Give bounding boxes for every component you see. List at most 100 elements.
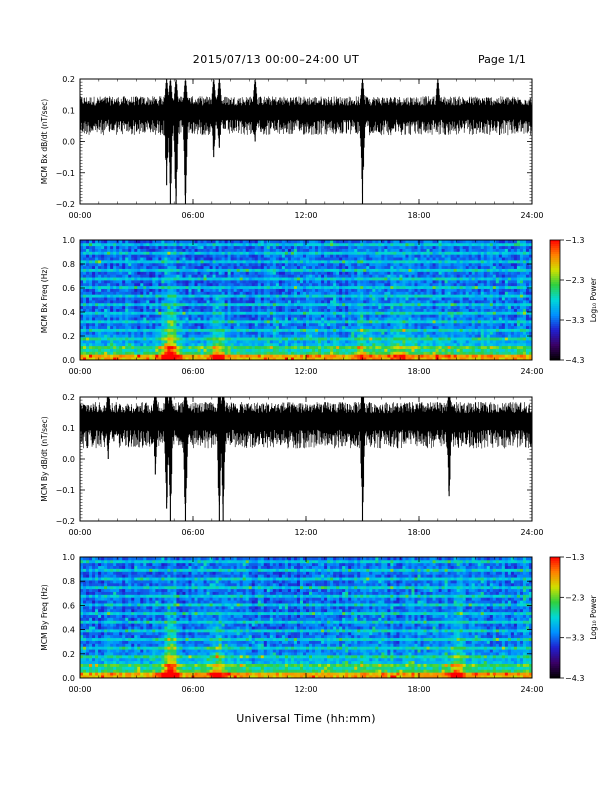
heatmap-cell <box>176 317 180 321</box>
heatmap-cell <box>293 297 298 301</box>
heatmap-cell <box>233 300 238 304</box>
heatmap-cell <box>420 265 424 269</box>
heatmap-cell <box>269 265 274 269</box>
heatmap-cell <box>242 271 247 275</box>
heatmap-cell <box>254 242 259 247</box>
heatmap-cell <box>218 280 223 284</box>
heatmap-cell <box>348 257 352 261</box>
heatmap-cell <box>384 320 388 324</box>
heatmap-cell <box>278 351 283 355</box>
heatmap-cell <box>357 311 361 315</box>
heatmap-cell <box>390 265 394 269</box>
heatmap-cell <box>263 328 268 332</box>
heatmap-cell <box>185 334 189 338</box>
heatmap-cell <box>113 291 117 295</box>
heatmap-cell <box>104 322 108 327</box>
heatmap-cell <box>296 331 301 335</box>
heatmap-cell <box>366 342 370 347</box>
heatmap-cell <box>366 340 370 344</box>
heatmap-cell <box>89 277 93 281</box>
heatmap-cell <box>411 288 415 292</box>
heatmap-cell <box>170 288 174 292</box>
heatmap-cell <box>206 334 210 338</box>
heatmap-cell <box>242 320 247 324</box>
heatmap-cell <box>155 351 159 355</box>
heatmap-cell <box>321 265 325 269</box>
heatmap-cell <box>203 311 207 315</box>
heatmap-cell <box>302 291 307 295</box>
heatmap-cell <box>170 260 174 264</box>
heatmap-cell <box>290 331 295 335</box>
heatmap-cell <box>236 280 241 284</box>
heatmap-cell <box>155 322 159 327</box>
heatmap-cell <box>375 288 379 292</box>
heatmap-cell <box>281 334 286 338</box>
heatmap-cell <box>95 265 99 269</box>
heatmap-cell <box>336 328 340 332</box>
heatmap-cell <box>119 305 123 309</box>
heatmap-cell <box>299 297 304 301</box>
heatmap-cell <box>191 251 195 255</box>
heatmap-cell <box>158 348 162 352</box>
heatmap-cell <box>302 254 307 258</box>
heatmap-cell <box>215 274 220 278</box>
heatmap-cell <box>360 268 364 272</box>
heatmap-cell <box>399 300 403 304</box>
heatmap-cell <box>375 294 379 298</box>
heatmap-cell <box>336 285 340 289</box>
heatmap-cell <box>173 294 177 298</box>
heatmap-cell <box>333 337 337 341</box>
heatmap-cell <box>224 322 229 327</box>
heatmap-cell <box>366 242 370 247</box>
heatmap-cell <box>200 328 204 332</box>
heatmap-cell <box>113 254 117 258</box>
heatmap-cell <box>345 311 349 315</box>
heatmap-cell <box>339 351 343 355</box>
heatmap-cell <box>423 285 427 289</box>
heatmap-cell <box>284 354 289 358</box>
heatmap-cell <box>212 322 216 327</box>
heatmap-cell <box>369 348 373 352</box>
heatmap-cell <box>188 302 192 307</box>
heatmap-cell <box>86 340 90 344</box>
heatmap-cell <box>309 282 313 287</box>
heatmap-cell <box>197 242 201 247</box>
heatmap-cell <box>390 345 394 349</box>
heatmap-cell <box>221 262 226 267</box>
heatmap-cell <box>390 268 394 272</box>
heatmap-cell <box>215 322 220 327</box>
heatmap-cell <box>275 348 280 352</box>
heatmap-cell <box>179 285 183 289</box>
heatmap-cell <box>236 248 241 252</box>
heatmap-cell <box>318 334 322 338</box>
heatmap-cell <box>417 351 421 355</box>
heatmap-cell <box>396 305 400 309</box>
heatmap-cell <box>260 294 265 298</box>
heatmap-cell <box>281 317 286 321</box>
heatmap-cell <box>345 288 349 292</box>
heatmap-cell <box>194 280 198 284</box>
heatmap-cell <box>212 357 216 361</box>
heatmap-cell <box>107 271 111 275</box>
heatmap-cell <box>357 280 361 284</box>
heatmap-cell <box>131 354 135 358</box>
heatmap-cell <box>101 268 105 272</box>
heatmap-cell <box>293 265 298 269</box>
heatmap-cell <box>342 311 346 315</box>
heatmap-cell <box>318 354 322 358</box>
heatmap-cell <box>378 291 382 295</box>
heatmap-cell <box>284 328 289 332</box>
heatmap-cell <box>342 342 346 347</box>
heatmap-cell <box>152 320 156 324</box>
heatmap-cell <box>236 271 241 275</box>
heatmap-cell <box>369 268 373 272</box>
heatmap-cell <box>113 262 117 267</box>
heatmap-cell <box>194 300 198 304</box>
heatmap-cell <box>242 325 247 329</box>
heatmap-cell <box>125 337 129 341</box>
heatmap-cell <box>182 277 186 281</box>
heatmap-cell <box>116 257 120 261</box>
heatmap-cell <box>357 291 361 295</box>
heatmap-cell <box>155 340 159 344</box>
heatmap-cell <box>131 282 135 287</box>
